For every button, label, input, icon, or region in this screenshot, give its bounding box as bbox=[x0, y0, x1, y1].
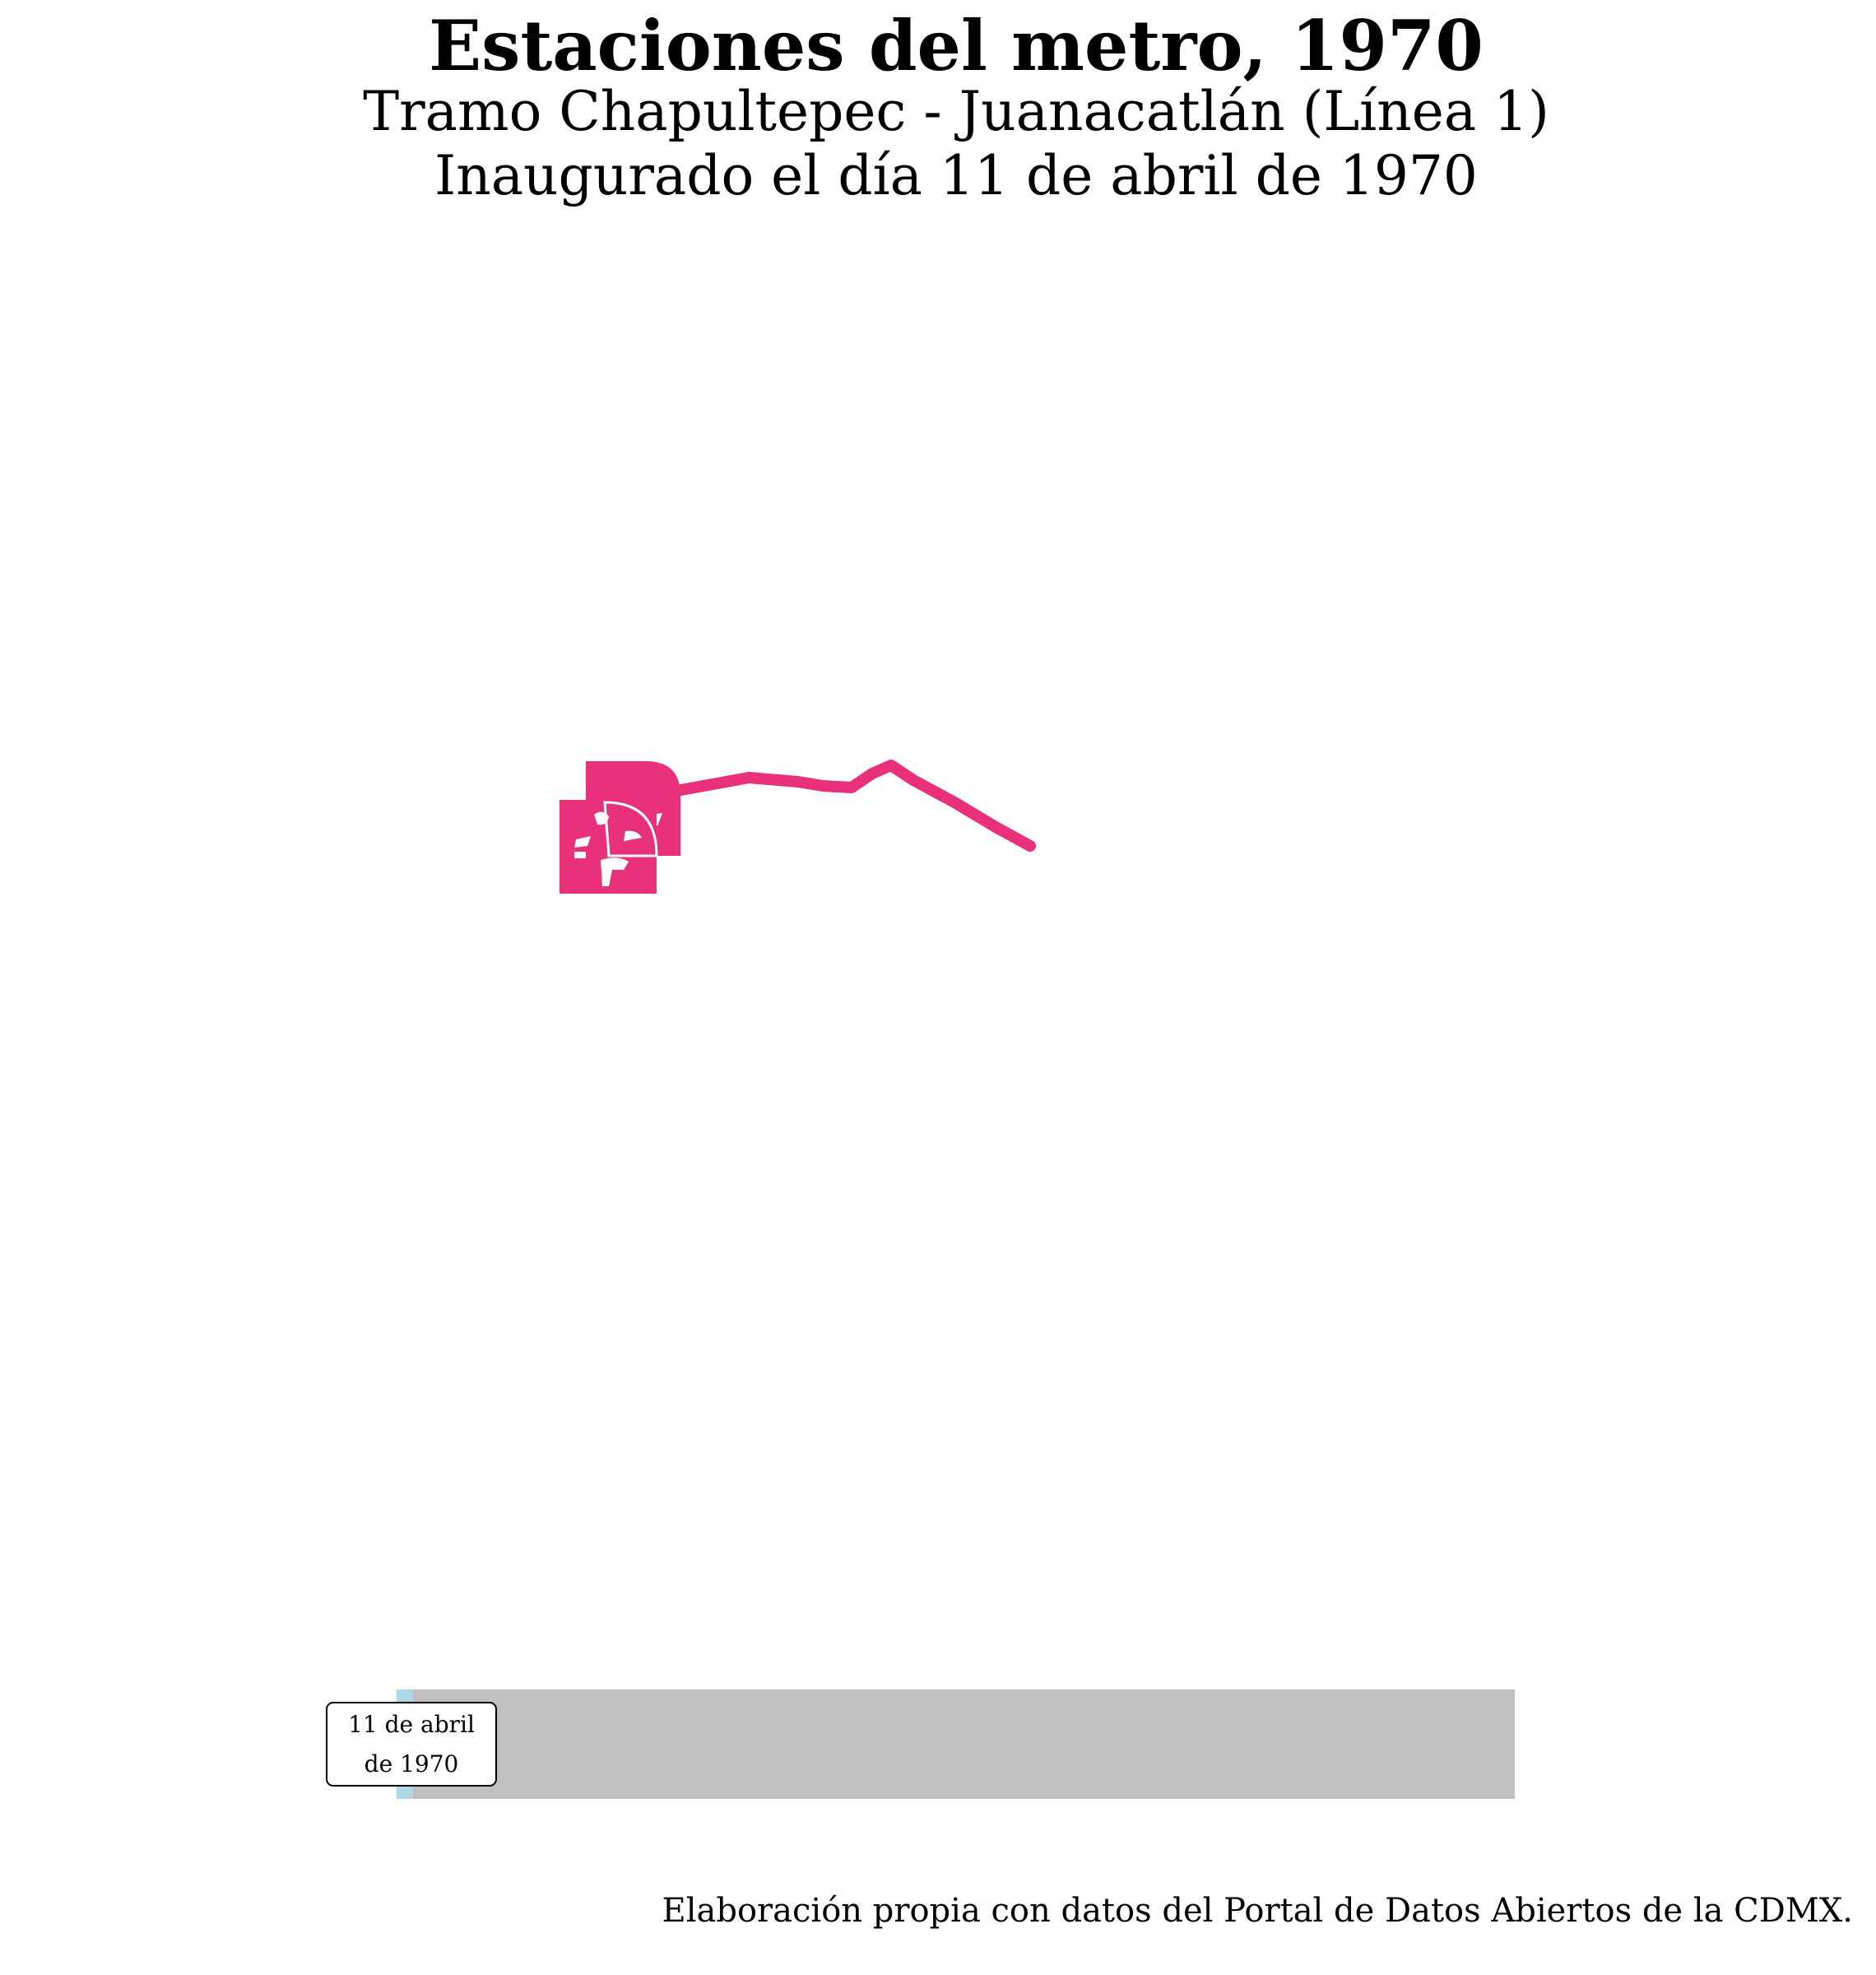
timeline-date-label: 11 de abril de 1970 bbox=[326, 1702, 497, 1787]
timeline-track bbox=[397, 1689, 1515, 1799]
metro-line-1-route bbox=[658, 765, 1030, 846]
chapultepec-station-icon bbox=[560, 800, 657, 894]
source-caption: Elaboración propia con datos del Portal … bbox=[662, 1886, 1854, 1936]
